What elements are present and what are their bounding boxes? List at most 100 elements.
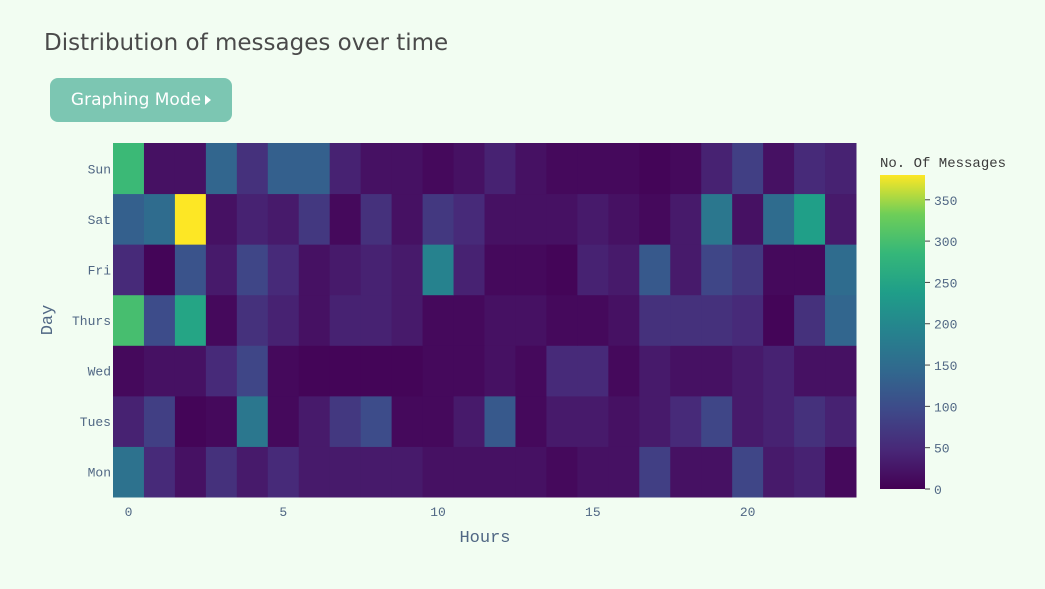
heatmap-cell[interactable] [639,395,671,447]
heatmap-cell[interactable] [608,294,640,346]
heatmap-cell[interactable] [422,244,455,296]
heatmap-cell[interactable] [825,345,857,397]
heatmap-cell[interactable] [701,395,733,447]
heatmap-cell[interactable] [484,446,516,498]
heatmap-cell[interactable] [825,446,857,498]
heatmap-cell[interactable] [360,395,393,447]
heatmap-cell[interactable] [143,193,176,245]
heatmap-cell[interactable] [825,193,857,245]
heatmap-cell[interactable] [732,395,764,447]
heatmap-cell[interactable] [515,193,547,245]
heatmap-cell[interactable] [484,193,516,245]
heatmap-cell[interactable] [329,446,362,498]
heatmap-cell[interactable] [794,345,826,397]
heatmap-cell[interactable] [794,395,826,447]
heatmap-cell[interactable] [329,143,362,195]
heatmap-cell[interactable] [391,193,424,245]
heatmap-cell[interactable] [763,446,795,498]
heatmap-cell[interactable] [391,143,424,195]
heatmap-cell[interactable] [174,395,207,447]
heatmap-cell[interactable] [391,446,424,498]
heatmap-cell[interactable] [701,193,733,245]
heatmap-cell[interactable] [515,345,547,397]
heatmap-cell[interactable] [825,395,857,447]
heatmap-cell[interactable] [113,193,145,245]
heatmap-cell[interactable] [794,244,826,296]
heatmap-cell[interactable] [360,143,393,195]
heatmap-cell[interactable] [422,193,455,245]
heatmap-cell[interactable] [577,395,609,447]
heatmap-cell[interactable] [360,446,393,498]
heatmap-cell[interactable] [732,143,764,195]
heatmap-cell[interactable] [825,143,857,195]
heatmap-cell[interactable] [639,193,671,245]
heatmap-cell[interactable] [670,395,702,447]
heatmap-cell[interactable] [391,395,424,447]
heatmap-cell[interactable] [453,244,485,296]
heatmap-cell[interactable] [577,294,609,346]
heatmap-cell[interactable] [546,446,578,498]
heatmap-cell[interactable] [236,244,269,296]
heatmap-cell[interactable] [267,244,300,296]
heatmap-cell[interactable] [267,193,300,245]
heatmap-cell[interactable] [670,143,702,195]
heatmap-cell[interactable] [113,143,145,195]
heatmap-cell[interactable] [267,143,300,195]
heatmap-cell[interactable] [577,193,609,245]
heatmap-cell[interactable] [236,345,269,397]
heatmap-cell[interactable] [360,294,393,346]
heatmap-cell[interactable] [546,193,578,245]
heatmap-cell[interactable] [205,193,238,245]
heatmap-cell[interactable] [329,294,362,346]
heatmap-cell[interactable] [484,345,516,397]
heatmap-cell[interactable] [639,294,671,346]
heatmap-cell[interactable] [515,446,547,498]
heatmap-cell[interactable] [205,395,238,447]
heatmap-cell[interactable] [453,345,485,397]
heatmap-cell[interactable] [484,294,516,346]
heatmap-cell[interactable] [267,395,300,447]
heatmap-cell[interactable] [174,193,207,245]
heatmap-cell[interactable] [577,143,609,195]
heatmap-cell[interactable] [763,193,795,245]
heatmap-cell[interactable] [360,345,393,397]
heatmap-cell[interactable] [360,244,393,296]
heatmap-cell[interactable] [546,143,578,195]
heatmap-cell[interactable] [298,193,331,245]
heatmap-cell[interactable] [329,244,362,296]
heatmap-cell[interactable] [174,345,207,397]
heatmap-cell[interactable] [546,294,578,346]
heatmap-cell[interactable] [670,345,702,397]
heatmap-cell[interactable] [298,244,331,296]
heatmap-cell[interactable] [670,244,702,296]
heatmap-cell[interactable] [205,143,238,195]
heatmap-cell[interactable] [763,244,795,296]
heatmap-cell[interactable] [608,244,640,296]
heatmap-cell[interactable] [763,345,795,397]
heatmap-cell[interactable] [422,143,455,195]
heatmap-cell[interactable] [670,294,702,346]
heatmap-cell[interactable] [639,345,671,397]
heatmap-cell[interactable] [143,395,176,447]
heatmap-cell[interactable] [236,193,269,245]
heatmap-cell[interactable] [143,294,176,346]
heatmap-cell[interactable] [608,446,640,498]
heatmap-cell[interactable] [236,395,269,447]
heatmap-cell[interactable] [794,294,826,346]
heatmap-cell[interactable] [205,294,238,346]
heatmap-cell[interactable] [639,143,671,195]
heatmap-cell[interactable] [391,294,424,346]
heatmap-cell[interactable] [113,446,145,498]
heatmap-cell[interactable] [515,294,547,346]
heatmap-cell[interactable] [608,345,640,397]
heatmap-cell[interactable] [639,446,671,498]
heatmap-cell[interactable] [113,294,145,346]
heatmap-cell[interactable] [174,446,207,498]
heatmap-cell[interactable] [546,345,578,397]
heatmap-cell[interactable] [113,395,145,447]
heatmap-cell[interactable] [329,193,362,245]
heatmap-cell[interactable] [453,446,485,498]
heatmap-cell[interactable] [732,244,764,296]
heatmap-cell[interactable] [174,294,207,346]
heatmap-cell[interactable] [825,294,857,346]
